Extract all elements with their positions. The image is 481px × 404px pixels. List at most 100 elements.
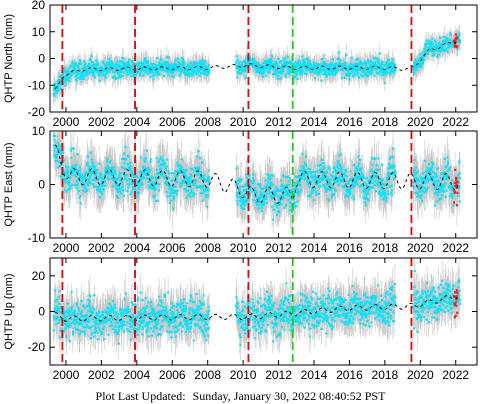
data-point — [96, 62, 100, 66]
data-point — [297, 69, 300, 73]
data-point — [131, 61, 134, 64]
data-point — [365, 72, 368, 75]
data-point — [68, 75, 71, 79]
data-point — [122, 66, 125, 69]
data-point — [56, 141, 60, 145]
data-point — [177, 67, 181, 70]
data-point — [67, 79, 70, 82]
data-point — [59, 79, 62, 83]
data-point — [279, 69, 282, 72]
data-point — [354, 64, 357, 67]
data-point — [356, 58, 360, 61]
data-point — [76, 71, 79, 74]
data-point — [144, 68, 147, 71]
data-point — [178, 66, 181, 69]
data-point — [288, 60, 291, 63]
data-point — [167, 73, 170, 77]
data-point — [260, 72, 263, 75]
data-point — [135, 72, 138, 75]
data-point — [146, 66, 149, 69]
data-point — [137, 67, 140, 70]
data-point — [332, 73, 335, 76]
data-point — [374, 64, 377, 67]
data-point — [331, 58, 335, 61]
data-point — [151, 68, 154, 71]
data-point — [197, 64, 201, 68]
data-point — [195, 72, 198, 76]
data-point — [251, 64, 254, 67]
data-point — [139, 65, 142, 68]
data-point — [301, 68, 304, 71]
data-point — [426, 52, 430, 55]
data-point — [192, 68, 196, 71]
data-point — [295, 71, 298, 74]
x-tick-label: 2006 — [159, 115, 186, 129]
data-point — [321, 67, 324, 70]
data-point — [63, 67, 66, 70]
data-point — [446, 47, 449, 50]
data-point — [273, 64, 277, 67]
data-point — [181, 62, 184, 66]
data-point — [243, 59, 247, 62]
data-point — [391, 61, 394, 64]
data-point — [270, 59, 273, 63]
data-point — [312, 68, 316, 71]
data-point — [300, 73, 303, 76]
data-point — [89, 65, 92, 69]
data-point — [142, 68, 145, 72]
x-tick-label: 2014 — [301, 115, 328, 129]
data-point — [116, 65, 119, 68]
data-point — [425, 46, 428, 49]
data-point — [306, 65, 309, 68]
data-point — [433, 39, 436, 42]
data-point — [156, 57, 159, 60]
data-point — [279, 60, 283, 63]
data-point — [297, 67, 300, 70]
data-point — [419, 53, 422, 56]
data-point — [363, 70, 366, 73]
data-point — [118, 65, 121, 69]
north-axis-label: QHTP North (mm) — [3, 14, 15, 103]
data-point — [381, 62, 384, 66]
data-point — [335, 63, 339, 66]
data-point — [126, 63, 130, 67]
data-point — [204, 60, 207, 63]
data-point — [443, 35, 446, 39]
data-point — [165, 60, 169, 64]
data-point — [303, 72, 306, 75]
data-point — [64, 84, 67, 87]
data-point — [264, 74, 268, 78]
data-point — [305, 57, 308, 60]
data-point — [378, 52, 381, 55]
data-point — [74, 64, 77, 67]
data-point — [357, 68, 360, 72]
data-point — [108, 64, 111, 67]
data-point — [341, 68, 345, 72]
data-point — [196, 71, 199, 74]
data-point — [104, 76, 107, 79]
data-point — [58, 75, 61, 78]
recent-data-point — [454, 39, 457, 42]
data-point — [377, 61, 381, 64]
north-model-line — [54, 39, 460, 90]
data-point — [350, 65, 354, 68]
data-point — [358, 76, 361, 79]
data-point — [144, 57, 147, 60]
data-point — [157, 61, 160, 64]
data-point — [375, 68, 379, 71]
data-point — [273, 62, 276, 66]
data-point — [447, 42, 450, 46]
data-point — [106, 62, 109, 65]
data-point — [316, 65, 319, 68]
y-tick-label: -20 — [28, 105, 46, 119]
data-point — [208, 71, 211, 74]
data-point — [430, 40, 433, 44]
data-point — [146, 72, 149, 75]
data-point — [449, 44, 453, 47]
data-point — [445, 37, 448, 40]
data-point — [235, 66, 238, 69]
recent-data-point — [456, 36, 459, 40]
data-point — [131, 67, 135, 70]
data-point — [139, 72, 142, 75]
data-point — [235, 55, 238, 58]
